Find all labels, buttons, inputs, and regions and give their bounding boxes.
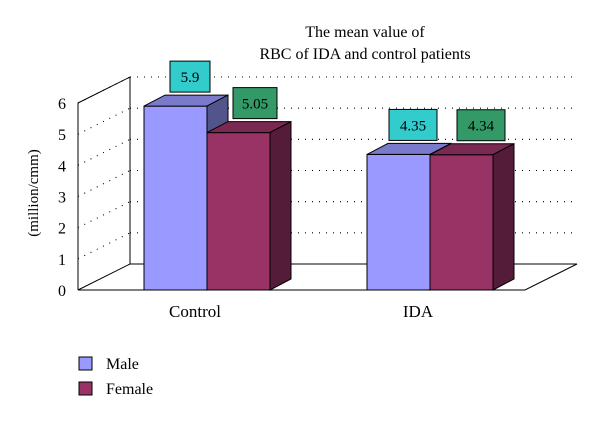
- bar-side-female-ida: [492, 142, 515, 291]
- legend-label-male: Male: [106, 356, 139, 373]
- gridline-side: [77, 138, 131, 166]
- y-tick-label: 1: [58, 252, 66, 269]
- data-label: 5.9: [181, 70, 200, 86]
- x-category-label: IDA: [403, 302, 434, 321]
- data-label: 5.05: [242, 97, 268, 113]
- chart-title-line-2: RBC of IDA and control patients: [259, 46, 470, 63]
- bar-front-male-control: [143, 105, 208, 291]
- data-label: 4.35: [400, 118, 426, 134]
- data-label-box: [169, 60, 211, 93]
- x-category-label: Control: [169, 302, 221, 321]
- y-tick-label: 5: [58, 127, 66, 144]
- data-label: 4.34: [468, 119, 495, 135]
- data-label-box: [456, 109, 506, 142]
- data-label-box: [232, 87, 278, 120]
- legend-label-female: Female: [106, 381, 153, 398]
- gridline-side: [77, 107, 131, 135]
- bar-side-female-control: [269, 120, 292, 291]
- plot-area: 0 1 2 3 4 5 6 5.9 5.05 Control 4.35 4.34 IDA Male Fema…: [58, 60, 578, 398]
- y-tick-label: 4: [58, 158, 66, 175]
- bar-front-female-control: [206, 132, 271, 291]
- y-tick-label: 0: [58, 283, 66, 300]
- legend-swatch-female: [78, 381, 93, 396]
- y-axis-label: (million/cmm): [26, 149, 42, 237]
- data-label-box: [388, 108, 438, 141]
- gridline-side: [77, 232, 131, 260]
- chart-title-line-1: The mean value of: [305, 24, 425, 41]
- bar-front-female-ida: [429, 154, 494, 291]
- y-tick-label: 2: [58, 221, 66, 238]
- gridline-side: [77, 170, 131, 197]
- y-tick-label: 3: [58, 190, 66, 207]
- gridline-side: [77, 201, 131, 229]
- legend-swatch-male: [78, 356, 93, 371]
- bar-front-male-ida: [366, 153, 431, 291]
- y-tick-label: 6: [58, 96, 66, 113]
